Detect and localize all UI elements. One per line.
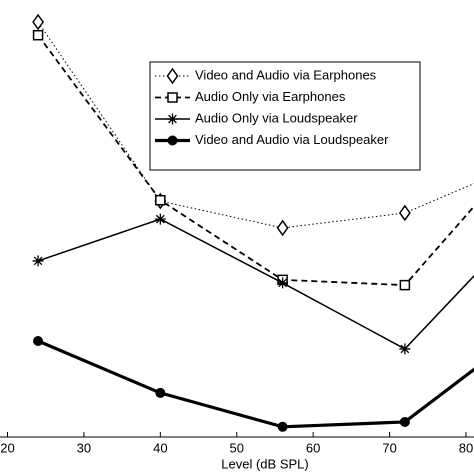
- marker: [277, 277, 289, 289]
- marker: [33, 336, 44, 346]
- x-axis-label: Level (dB SPL): [221, 456, 308, 471]
- marker: [399, 343, 411, 355]
- x-tick-label: 70: [382, 440, 396, 455]
- marker: [399, 279, 411, 291]
- marker: [276, 219, 289, 237]
- series-line: [37, 339, 474, 429]
- legend-label: Video and Audio via Loudspeaker: [195, 132, 389, 147]
- marker: [166, 67, 179, 85]
- marker: [155, 387, 166, 398]
- marker: [155, 194, 166, 206]
- legend-box: [149, 61, 421, 171]
- x-tick-label: 40: [153, 440, 167, 455]
- x-tick-label: 80: [459, 440, 473, 455]
- x-tick-label: 30: [77, 440, 91, 455]
- marker: [277, 421, 288, 432]
- legend-label: Audio Only via Loudspeaker: [195, 110, 358, 125]
- marker: [32, 13, 44, 31]
- marker: [398, 204, 411, 222]
- marker: [32, 29, 44, 41]
- marker: [32, 255, 44, 267]
- x-tick-label: 20: [0, 440, 14, 455]
- series-line: [37, 21, 474, 229]
- marker: [154, 213, 166, 225]
- legend-label: Audio Only via Earphones: [195, 89, 346, 104]
- marker: [167, 92, 178, 103]
- legend: Video and Audio via Earphones Audio Only …: [149, 61, 421, 171]
- marker: [167, 135, 178, 146]
- marker: [167, 113, 178, 125]
- x-tick-label: 50: [230, 440, 244, 455]
- x-tick-label: 60: [306, 440, 320, 455]
- marker: [399, 416, 410, 427]
- legend-label: Video and Audio via Earphones: [195, 67, 377, 82]
